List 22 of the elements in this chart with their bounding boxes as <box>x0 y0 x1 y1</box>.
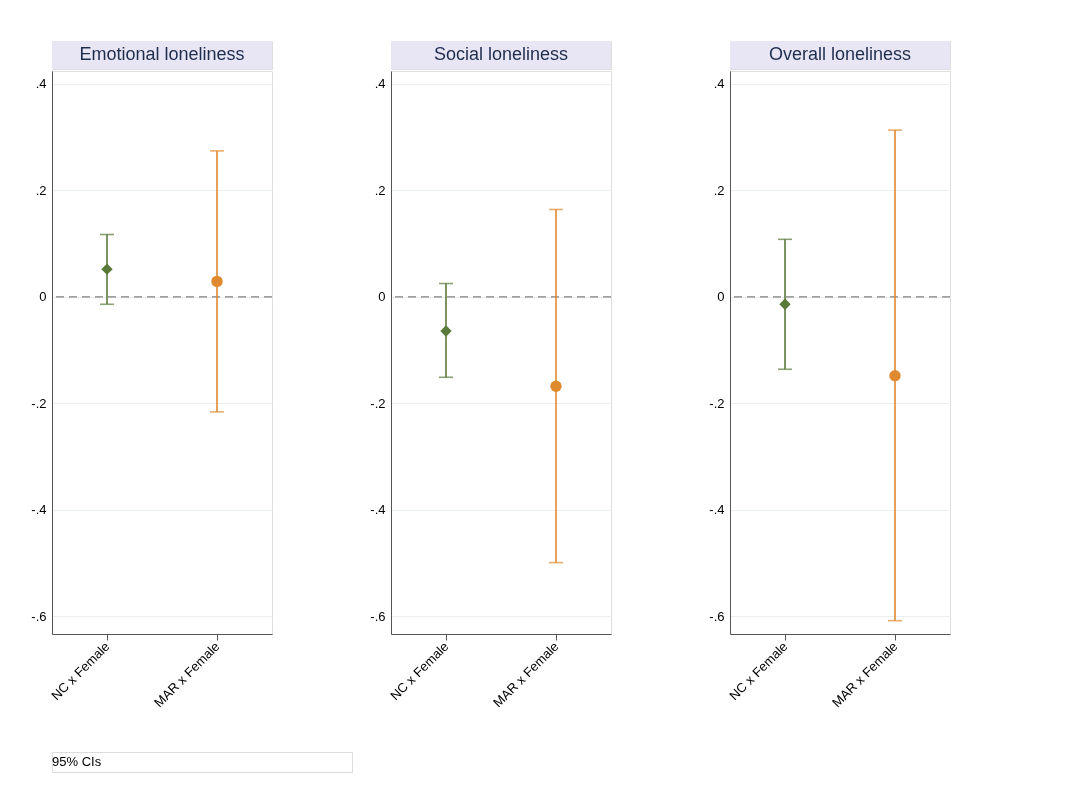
y-tick-label: 0 <box>717 289 725 305</box>
y-tick-label: .2 <box>713 182 725 198</box>
y-tick-label: 0 <box>39 289 47 305</box>
text: 95% CIs <box>52 754 102 769</box>
y-tick-label: .4 <box>713 76 725 92</box>
chart-title: Emotional loneliness <box>79 44 245 64</box>
y-tick-label: -.4 <box>31 502 47 518</box>
y-tick-label: .2 <box>35 182 47 198</box>
y-tick-label: .2 <box>374 182 386 198</box>
y-tick-label: -.4 <box>709 502 725 518</box>
y-tick-label: -.2 <box>709 395 725 411</box>
y-tick-label: 0 <box>378 289 386 305</box>
y-tick-label: -.2 <box>370 395 386 411</box>
y-tick-label: -.2 <box>31 395 47 411</box>
chart-title: Overall loneliness <box>768 44 912 64</box>
chart-title: Social loneliness <box>433 44 569 64</box>
y-tick-label: -.6 <box>370 608 386 624</box>
y-tick-label: .4 <box>374 76 386 92</box>
y-tick-label: -.6 <box>709 608 725 624</box>
y-tick-label: -.6 <box>31 608 47 624</box>
y-tick-label: -.4 <box>370 502 386 518</box>
y-tick-label: .4 <box>35 76 47 92</box>
